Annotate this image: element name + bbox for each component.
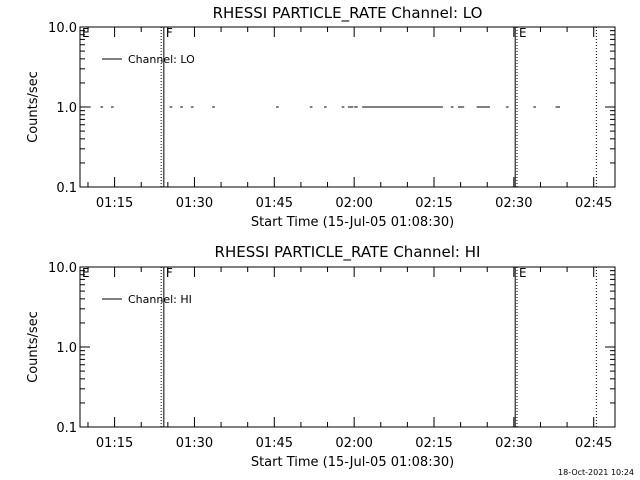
panel2-x-tick-label: 01:30 (176, 436, 213, 451)
panel1-event-marker-label: E (519, 26, 527, 40)
panel1-title: RHESSI PARTICLE_RATE Channel: LO (213, 4, 483, 23)
panel1-x-tick-label: 01:15 (96, 196, 133, 211)
plot-timestamp: 18-Oct-2021 10:24 (558, 468, 634, 477)
panel1-x-tick-label: 02:00 (335, 196, 372, 211)
panel2-x-axis-label: Start Time (15-Jul-05 01:08:30) (251, 455, 454, 470)
panel2-legend-label: Channel: HI (128, 293, 192, 306)
panel1-event-marker-label: E (82, 26, 90, 40)
panel1-y-axis-label: Counts/sec (26, 71, 41, 143)
panel1-y-tick-label: 10.0 (48, 21, 77, 36)
panel2-y-axis-label: Counts/sec (26, 311, 41, 383)
panel2-x-tick-label: 01:45 (256, 436, 293, 451)
panel2-y-tick-label: 1.0 (56, 341, 77, 356)
panel1-x-tick-label: 02:45 (575, 196, 612, 211)
panel1-event-marker-label: F (166, 26, 173, 40)
panel2-event-marker-label: E (82, 266, 90, 280)
panel2-y-tick-label: 10.0 (48, 261, 77, 276)
panel1-y-tick-label: 0.1 (56, 181, 77, 196)
panel1-x-tick-label: 01:30 (176, 196, 213, 211)
panel2-event-marker-label: F (166, 266, 173, 280)
panel1-x-tick-label: 02:30 (495, 196, 532, 211)
panel2-y-tick-label: 0.1 (56, 421, 77, 436)
panel2-title: RHESSI PARTICLE_RATE Channel: HI (215, 243, 481, 262)
panel2-x-tick-label: 02:30 (495, 436, 532, 451)
panel2-x-tick-label: 02:15 (415, 436, 452, 451)
panel1-x-tick-label: 01:45 (256, 196, 293, 211)
panel2-x-tick-label: 01:15 (96, 436, 133, 451)
panel1-legend-label: Channel: LO (128, 53, 195, 66)
panel1-x-axis-label: Start Time (15-Jul-05 01:08:30) (251, 215, 454, 230)
panel1-x-tick-label: 02:15 (415, 196, 452, 211)
panel2-plot-frame (79, 266, 616, 428)
panel2-event-marker-label: E (519, 266, 527, 280)
panel1-y-tick-label: 1.0 (56, 101, 77, 116)
panel2-x-tick-label: 02:00 (335, 436, 372, 451)
panel2-x-tick-label: 02:45 (575, 436, 612, 451)
